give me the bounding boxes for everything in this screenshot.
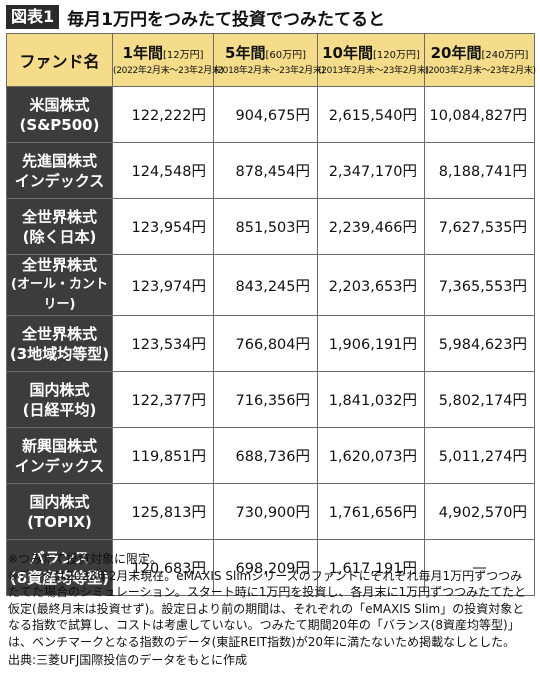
column-header-1y: 1年間[12万円] (2022年2月末〜23年2月末) bbox=[112, 33, 224, 87]
value-cell-10y: 1,617,191円 bbox=[317, 539, 425, 596]
value-cell-1y: 120,683円 bbox=[112, 539, 214, 596]
fund-name-line2: (日経平均) bbox=[22, 400, 97, 419]
fund-name-cell: 先進国株式 インデックス bbox=[6, 142, 113, 199]
value-cell-20y: 8,188,741円 bbox=[424, 142, 535, 199]
fund-name-cell: 全世界株式 (オール・カントリー) bbox=[6, 254, 113, 316]
fund-name-cell: 国内株式 (TOPIX) bbox=[6, 483, 113, 540]
fund-name-line1: バランス bbox=[29, 548, 90, 567]
value-cell-10y: 1,761,656円 bbox=[317, 483, 425, 540]
value-cell-5y: 878,454円 bbox=[213, 142, 318, 199]
value-cell-20y: 7,627,535円 bbox=[424, 198, 535, 255]
fund-name-cell: 新興国株式 インデックス bbox=[6, 427, 113, 484]
fund-name-cell: 全世界株式 (3地域均等型) bbox=[6, 315, 113, 372]
figure-header: 図表1 毎月1万円をつみたて投資でつみたてると bbox=[6, 4, 536, 30]
fund-name-line2: (TOPIX) bbox=[27, 512, 92, 531]
value-cell-10y: 2,615,540円 bbox=[317, 86, 425, 143]
column-invest-amount: [120万円] bbox=[372, 49, 420, 61]
fund-name-cell: バランス (8資産均等型) bbox=[6, 539, 113, 596]
table-row: バランス (8資産均等型) 120,683円 698,209円 1,617,191… bbox=[6, 539, 535, 596]
table-row: 国内株式 (TOPIX) 125,813円 730,900円 1,761,656円… bbox=[6, 483, 535, 540]
fund-returns-table: ファンド名 1年間[12万円] (2022年2月末〜23年2月末) 5年間[60… bbox=[6, 33, 536, 596]
table-row: 全世界株式 (オール・カントリー) 123,974円 843,245円 2,203… bbox=[6, 254, 535, 316]
value-cell-1y: 123,974円 bbox=[112, 254, 214, 316]
figure-label: 図表1 bbox=[6, 5, 60, 29]
fund-name-header: ファンド名 bbox=[6, 33, 113, 87]
figure-title: 毎月1万円をつみたて投資でつみたてると bbox=[67, 9, 385, 30]
value-cell-5y: 766,804円 bbox=[213, 315, 318, 372]
column-header-20y: 20年間[240万円] (2003年2月末〜23年2月末) bbox=[424, 33, 536, 87]
column-date-range: (2018年2月末〜23年2月末) bbox=[214, 65, 325, 76]
value-cell-10y: 2,347,170円 bbox=[317, 142, 425, 199]
fund-name-line1: 米国株式 bbox=[29, 95, 90, 114]
value-cell-5y: 688,736円 bbox=[213, 427, 318, 484]
value-cell-1y: 124,548円 bbox=[112, 142, 214, 199]
value-cell-20y: 7,365,553円 bbox=[424, 254, 535, 316]
value-cell-10y: 1,841,032円 bbox=[317, 371, 425, 428]
fund-name-line1: 国内株式 bbox=[29, 380, 90, 399]
value-cell-20y: 5,802,174円 bbox=[424, 371, 535, 428]
fund-name-line1: 先進国株式 bbox=[21, 151, 97, 170]
column-date-range: (2003年2月末〜23年2月末) bbox=[425, 65, 536, 76]
fund-name-line2: インデックス bbox=[14, 171, 105, 190]
column-date-range: (2013年2月末〜23年2月末) bbox=[318, 65, 429, 76]
fund-name-line1: 国内株式 bbox=[29, 492, 90, 511]
fund-name-line1: 全世界株式 bbox=[21, 324, 97, 343]
value-cell-5y: 716,356円 bbox=[213, 371, 318, 428]
table-row: 新興国株式 インデックス 119,851円 688,736円 1,620,073円… bbox=[6, 427, 535, 484]
column-header-10y: 10年間[120万円] (2013年2月末〜23年2月末) bbox=[317, 33, 429, 87]
value-cell-1y: 119,851円 bbox=[112, 427, 214, 484]
footnotes: ※つみたて投資対象に限定。 ※データは2023年2月末現在。eMAXIS Sli… bbox=[8, 551, 534, 669]
note-methodology: ※データは2023年2月末現在。eMAXIS Slimシリーズのファンドにそれぞ… bbox=[8, 568, 527, 649]
value-cell-1y: 123,954円 bbox=[112, 198, 214, 255]
source-credit: 出典:三菱UFJ国際投信のデータをもとに作成 bbox=[8, 653, 248, 667]
fund-name-line1: 全世界株式 bbox=[21, 256, 97, 274]
fund-name-cell: 国内株式 (日経平均) bbox=[6, 371, 113, 428]
note-scope: ※つみたて投資対象に限定。 bbox=[8, 552, 163, 566]
column-period-label: 20年間 bbox=[430, 43, 482, 62]
value-cell-1y: 122,377円 bbox=[112, 371, 214, 428]
value-cell-5y: 698,209円 bbox=[213, 539, 318, 596]
value-cell-5y: 730,900円 bbox=[213, 483, 318, 540]
value-cell-20y: 5,011,274円 bbox=[424, 427, 535, 484]
table-row: 米国株式 (S&P500) 122,222円 904,675円 2,615,540… bbox=[6, 86, 535, 143]
table-row: 全世界株式 (除く日本) 123,954円 851,503円 2,239,466円… bbox=[6, 198, 535, 255]
table-row: 全世界株式 (3地域均等型) 123,534円 766,804円 1,906,19… bbox=[6, 315, 535, 372]
column-invest-amount: [240万円] bbox=[481, 49, 529, 61]
value-cell-10y: 2,203,653円 bbox=[317, 254, 425, 316]
value-cell-10y: 2,239,466円 bbox=[317, 198, 425, 255]
fund-name-line2: (除く日本) bbox=[22, 227, 97, 246]
value-cell-5y: 904,675円 bbox=[213, 86, 318, 143]
value-cell-10y: 1,906,191円 bbox=[317, 315, 425, 372]
table-row: 先進国株式 インデックス 124,548円 878,454円 2,347,170円… bbox=[6, 142, 535, 199]
column-period-label: 1年間 bbox=[122, 43, 163, 62]
value-cell-20y: 4,902,570円 bbox=[424, 483, 535, 540]
column-date-range: (2022年2月末〜23年2月末) bbox=[113, 65, 224, 76]
value-cell-5y: 851,503円 bbox=[213, 198, 318, 255]
fund-name-line2: (3地域均等型) bbox=[9, 344, 110, 363]
column-invest-amount: [60万円] bbox=[265, 49, 306, 61]
value-cell-1y: 125,813円 bbox=[112, 483, 214, 540]
fund-name-line1: 全世界株式 bbox=[21, 207, 97, 226]
value-cell-10y: 1,620,073円 bbox=[317, 427, 425, 484]
column-period-label: 10年間 bbox=[322, 43, 373, 62]
column-invest-amount: [12万円] bbox=[162, 49, 204, 61]
value-cell-20y: 5,984,623円 bbox=[424, 315, 535, 372]
column-period-label: 5年間 bbox=[225, 43, 266, 62]
value-cell-5y: 843,245円 bbox=[213, 254, 318, 316]
table-header-row: ファンド名 1年間[12万円] (2022年2月末〜23年2月末) 5年間[60… bbox=[6, 33, 536, 87]
value-cell-1y: 123,534円 bbox=[112, 315, 214, 372]
fund-name-line1: 新興国株式 bbox=[21, 436, 97, 455]
value-cell-20y: — bbox=[424, 539, 535, 596]
column-header-5y: 5年間[60万円] (2018年2月末〜23年2月末) bbox=[213, 33, 325, 87]
fund-name-line2: インデックス bbox=[14, 456, 105, 475]
fund-name-line2: (8資産均等型) bbox=[9, 568, 110, 587]
fund-name-cell: 全世界株式 (除く日本) bbox=[6, 198, 113, 255]
fund-name-line2: (S&P500) bbox=[19, 115, 100, 134]
fund-name-cell: 米国株式 (S&P500) bbox=[6, 86, 113, 143]
table-row: 国内株式 (日経平均) 122,377円 716,356円 1,841,032円 … bbox=[6, 371, 535, 428]
fund-name-line2: (オール・カントリー) bbox=[11, 277, 108, 312]
value-cell-20y: 10,084,827円 bbox=[424, 86, 535, 143]
value-cell-1y: 122,222円 bbox=[112, 86, 214, 143]
